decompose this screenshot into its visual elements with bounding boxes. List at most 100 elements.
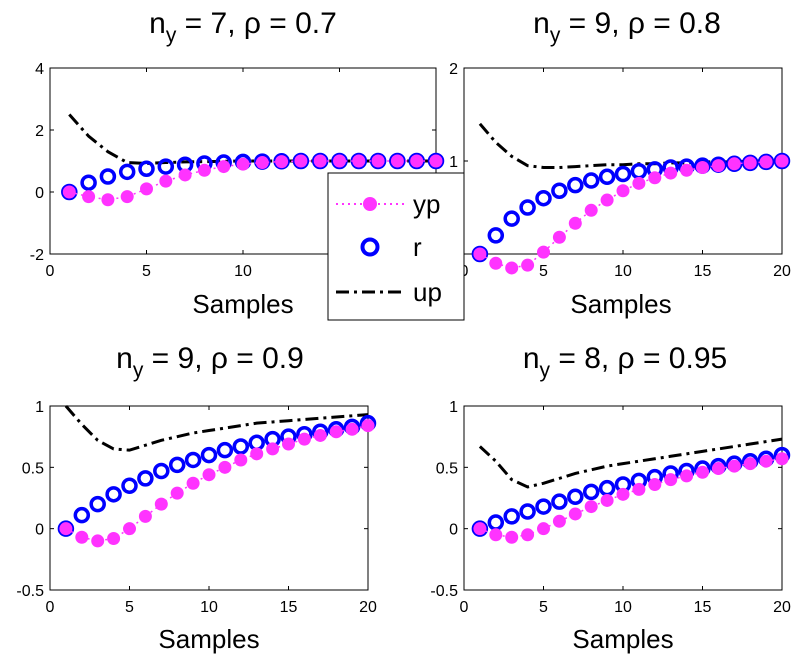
yp-point (62, 185, 76, 199)
y-tick-label: -0.5 (430, 583, 458, 600)
x-tick-label: 20 (773, 263, 791, 280)
yp-point (282, 437, 295, 451)
yp-point (154, 497, 168, 511)
yp-point (521, 258, 535, 272)
x-tick-label: 20 (359, 599, 377, 616)
r-point (168, 456, 186, 474)
yp-point (727, 459, 741, 473)
subplot-title: ny = 9, ρ = 0.9 (116, 342, 304, 382)
r-point (535, 189, 552, 207)
yp-point (297, 432, 311, 446)
x-tick-label: 15 (280, 599, 298, 616)
series-up-line (478, 437, 783, 489)
yp-point (680, 163, 694, 177)
series-yp-line (65, 424, 369, 542)
yp-point (255, 156, 269, 170)
r-point (598, 168, 616, 186)
yp-point (429, 154, 443, 168)
yp-point (361, 419, 375, 433)
x-tick-label: 10 (614, 263, 632, 280)
r-point (519, 503, 536, 520)
subplot-title: ny = 8, ρ = 0.95 (523, 342, 727, 382)
yp-point (711, 159, 725, 173)
x-ticks: 0 5 10 15 20 (46, 406, 377, 616)
x-tick-label: 20 (773, 599, 791, 616)
x-tick-label: 5 (125, 599, 134, 616)
r-point (503, 508, 520, 525)
x-tick-label: 0 (46, 263, 55, 280)
yp-point (275, 155, 289, 169)
r-point (551, 182, 568, 200)
series-up (64, 405, 369, 452)
legend-label-up: up (413, 277, 442, 307)
yp-point (329, 425, 343, 439)
yp-point (234, 453, 248, 467)
x-axis-label: Samples (158, 624, 259, 654)
yp-point (727, 157, 741, 171)
yp-point (313, 428, 327, 442)
r-point (73, 506, 91, 524)
yp-point (505, 261, 519, 275)
y-tick-label: 0 (449, 522, 458, 539)
yp-point (120, 190, 134, 204)
yp-point (82, 190, 96, 204)
yp-point (313, 154, 327, 168)
x-tick-label: 15 (694, 263, 712, 280)
r-point (137, 470, 154, 487)
y-tick-label: 2 (449, 61, 458, 78)
r-point (200, 446, 218, 464)
yp-point (266, 442, 280, 456)
x-axis-label: Samples (570, 289, 671, 319)
yp-point (759, 454, 773, 468)
yp-point (140, 182, 153, 196)
legend-r-marker (360, 237, 380, 257)
r-point (519, 199, 536, 216)
series-yp (62, 154, 443, 207)
yp-point (250, 447, 264, 461)
yp-point (217, 160, 231, 174)
yp-point (648, 171, 662, 185)
x-tick-label: 10 (614, 599, 632, 616)
yp-point (294, 154, 308, 168)
yp-point (123, 522, 136, 536)
yp-point (632, 176, 646, 190)
y-ticks: -0.5 0 0.5 1 (430, 399, 782, 600)
yp-point (648, 478, 662, 492)
yp-point (178, 168, 192, 182)
r-point (138, 160, 155, 177)
r-point (503, 210, 520, 227)
yp-point (138, 509, 152, 523)
x-tick-label: 5 (539, 263, 548, 280)
y-tick-label: 1 (35, 399, 44, 416)
y-tick-label: 4 (35, 61, 44, 78)
subplot-3: ny = 9, ρ = 0.9 0 5 10 15 20 -0.500.51 Sampl… (16, 342, 377, 654)
y-ticks: -0.5 0 0.5 1 (16, 399, 368, 600)
yp-point (759, 155, 773, 169)
yp-point (711, 462, 725, 476)
r-point (184, 451, 202, 469)
r-point (535, 498, 552, 515)
yp-point (552, 514, 566, 528)
y-tick-label: -2 (30, 247, 44, 264)
yp-point (537, 522, 550, 536)
r-point (567, 176, 584, 194)
yp-point (680, 469, 694, 483)
r-point (118, 163, 136, 181)
r-point (487, 227, 505, 244)
r-point (89, 495, 106, 513)
r-point (232, 438, 250, 455)
yp-point (186, 476, 200, 490)
legend-box (327, 172, 465, 321)
x-tick-label: 15 (694, 599, 712, 616)
yp-point (410, 154, 424, 168)
series-up-line (64, 405, 369, 452)
x-ticks: 0 5 10 15 20 (460, 406, 791, 616)
yp-point (696, 161, 709, 175)
series-up (478, 437, 783, 489)
x-tick-label: 10 (200, 599, 218, 616)
yp-point (775, 452, 789, 466)
series-yp (473, 452, 789, 544)
yp-point (489, 256, 503, 270)
r-point (582, 172, 600, 189)
